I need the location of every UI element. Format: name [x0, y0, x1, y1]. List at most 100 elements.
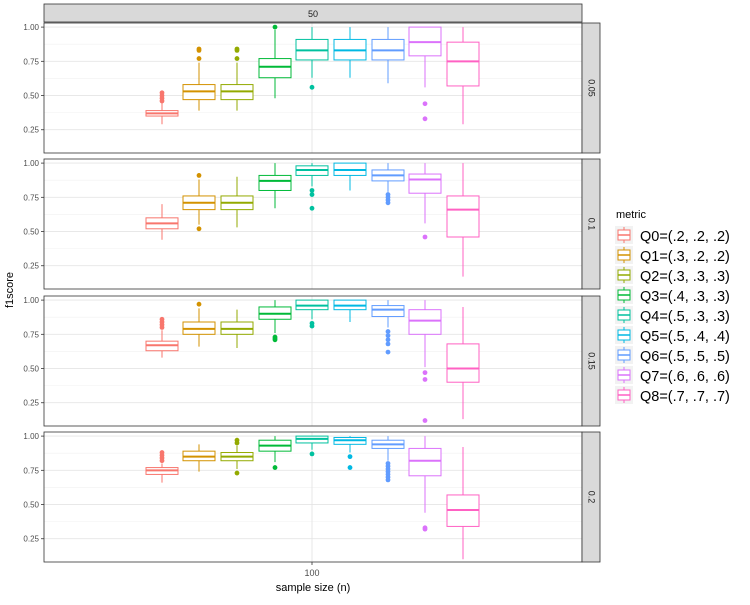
box-6 [371, 300, 405, 355]
box-iqr [258, 174, 292, 191]
legend-label: Q1=(.3, .2, .2) [640, 249, 730, 265]
box-3 [258, 24, 292, 99]
legend-label: Q4=(.5, .3, .3) [640, 309, 730, 325]
box-5 [333, 162, 367, 191]
box-2 [220, 437, 254, 476]
box-6 [371, 27, 405, 84]
outlier-point [272, 465, 278, 470]
box-0 [145, 204, 179, 240]
outlier-point [347, 454, 353, 460]
y-tick-label: 0.75 [23, 330, 39, 339]
box-4 [295, 163, 329, 211]
legend-key-4: Q4=(.5, .3, .3) [615, 306, 730, 325]
y-tick-label: 1.00 [23, 432, 39, 441]
outlier-point [385, 341, 391, 347]
box-6 [371, 163, 405, 206]
outlier-point [309, 205, 315, 211]
outlier-point [196, 226, 202, 232]
facet-strip-top-label: 50 [308, 9, 318, 19]
y-tick-label: 0.75 [23, 57, 39, 66]
box-2 [220, 176, 254, 228]
facet-strip-right-label: 0.2 [587, 491, 597, 504]
panel-0: 0.25 0.50 0.75 1.00 0.05 [23, 22, 601, 154]
box-6 [371, 436, 405, 483]
box-iqr [258, 58, 292, 79]
box-0 [145, 316, 179, 358]
panel-background [44, 159, 582, 289]
outlier-point [385, 349, 391, 355]
box-2 [220, 309, 254, 348]
box-iqr [408, 173, 442, 194]
box-iqr [446, 195, 480, 238]
outlier-point [422, 116, 428, 122]
outlier-point [385, 337, 391, 343]
box-5 [333, 27, 367, 78]
x-tick-label: 100 [304, 568, 319, 578]
panel-1: 0.25 0.50 0.75 1.00 0.1 [23, 158, 601, 290]
legend-key-8: Q8=(.7, .7, .7) [615, 386, 730, 405]
y-tick-label: 0.75 [23, 193, 39, 202]
legend-title: metric [616, 209, 646, 221]
y-tick-label: 0.50 [23, 92, 39, 101]
box-1 [182, 301, 216, 347]
outlier-point [309, 323, 315, 329]
y-tick-label: 0.50 [23, 501, 39, 510]
outlier-point [309, 451, 315, 457]
outlier-point [196, 301, 202, 307]
legend-key-3: Q3=(.4, .3, .3) [615, 286, 730, 305]
facet-strip-right [581, 431, 601, 563]
legend-key-1: Q1=(.3, .2, .2) [615, 246, 730, 265]
box-0 [145, 450, 179, 483]
outlier-point [422, 101, 428, 107]
x-axis-title: sample size (n) [276, 582, 351, 594]
box-5 [333, 299, 367, 322]
box-1 [182, 173, 216, 232]
facet-strip-right [581, 158, 601, 290]
facet-strip-right [581, 22, 601, 154]
box-4 [295, 27, 329, 90]
legend-label: Q8=(.7, .7, .7) [640, 389, 730, 405]
outlier-point [234, 56, 240, 61]
facet-strip-right [581, 295, 601, 427]
box-iqr [446, 41, 480, 87]
legend-label: Q2=(.3, .3, .3) [640, 269, 730, 285]
y-tick-label: 1.00 [23, 23, 39, 32]
box-7 [408, 300, 442, 423]
outlier-point [196, 56, 202, 61]
box-3 [258, 300, 292, 343]
outlier-point [159, 450, 165, 455]
legend-key-7: Q7=(.6, .6, .6) [615, 366, 730, 385]
box-7 [408, 26, 442, 122]
outlier-point [422, 234, 428, 240]
box-4 [295, 299, 329, 329]
box-3 [258, 163, 292, 209]
outlier-point [159, 90, 165, 96]
legend-key-0: Q0=(.2, .2, .2) [615, 226, 730, 245]
outlier-point [385, 200, 391, 206]
box-8 [446, 27, 480, 125]
outlier-point [272, 337, 278, 343]
facet-strip-right-label: 0.1 [587, 218, 597, 231]
outlier-point [347, 465, 353, 470]
box-8 [446, 447, 480, 560]
y-tick-label: 0.50 [23, 228, 39, 237]
legend-key-5: Q5=(.5, .4, .4) [615, 326, 730, 345]
outlier-point [272, 24, 278, 30]
box-0 [145, 90, 179, 125]
outlier-point [309, 192, 315, 197]
legend-label: Q5=(.5, .4, .4) [640, 329, 730, 345]
outlier-point [385, 477, 391, 483]
outlier-point [422, 370, 428, 376]
facet-strip-top [43, 3, 583, 23]
y-tick-label: 0.25 [23, 126, 39, 135]
y-tick-label: 0.50 [23, 365, 39, 374]
y-tick-label: 0.25 [23, 535, 39, 544]
outlier-point [309, 188, 315, 193]
outlier-point [196, 173, 202, 178]
outlier-point [159, 316, 165, 322]
box-7 [408, 436, 442, 532]
outlier-point [234, 470, 240, 476]
facet-strip-right-label: 0.15 [587, 352, 597, 370]
